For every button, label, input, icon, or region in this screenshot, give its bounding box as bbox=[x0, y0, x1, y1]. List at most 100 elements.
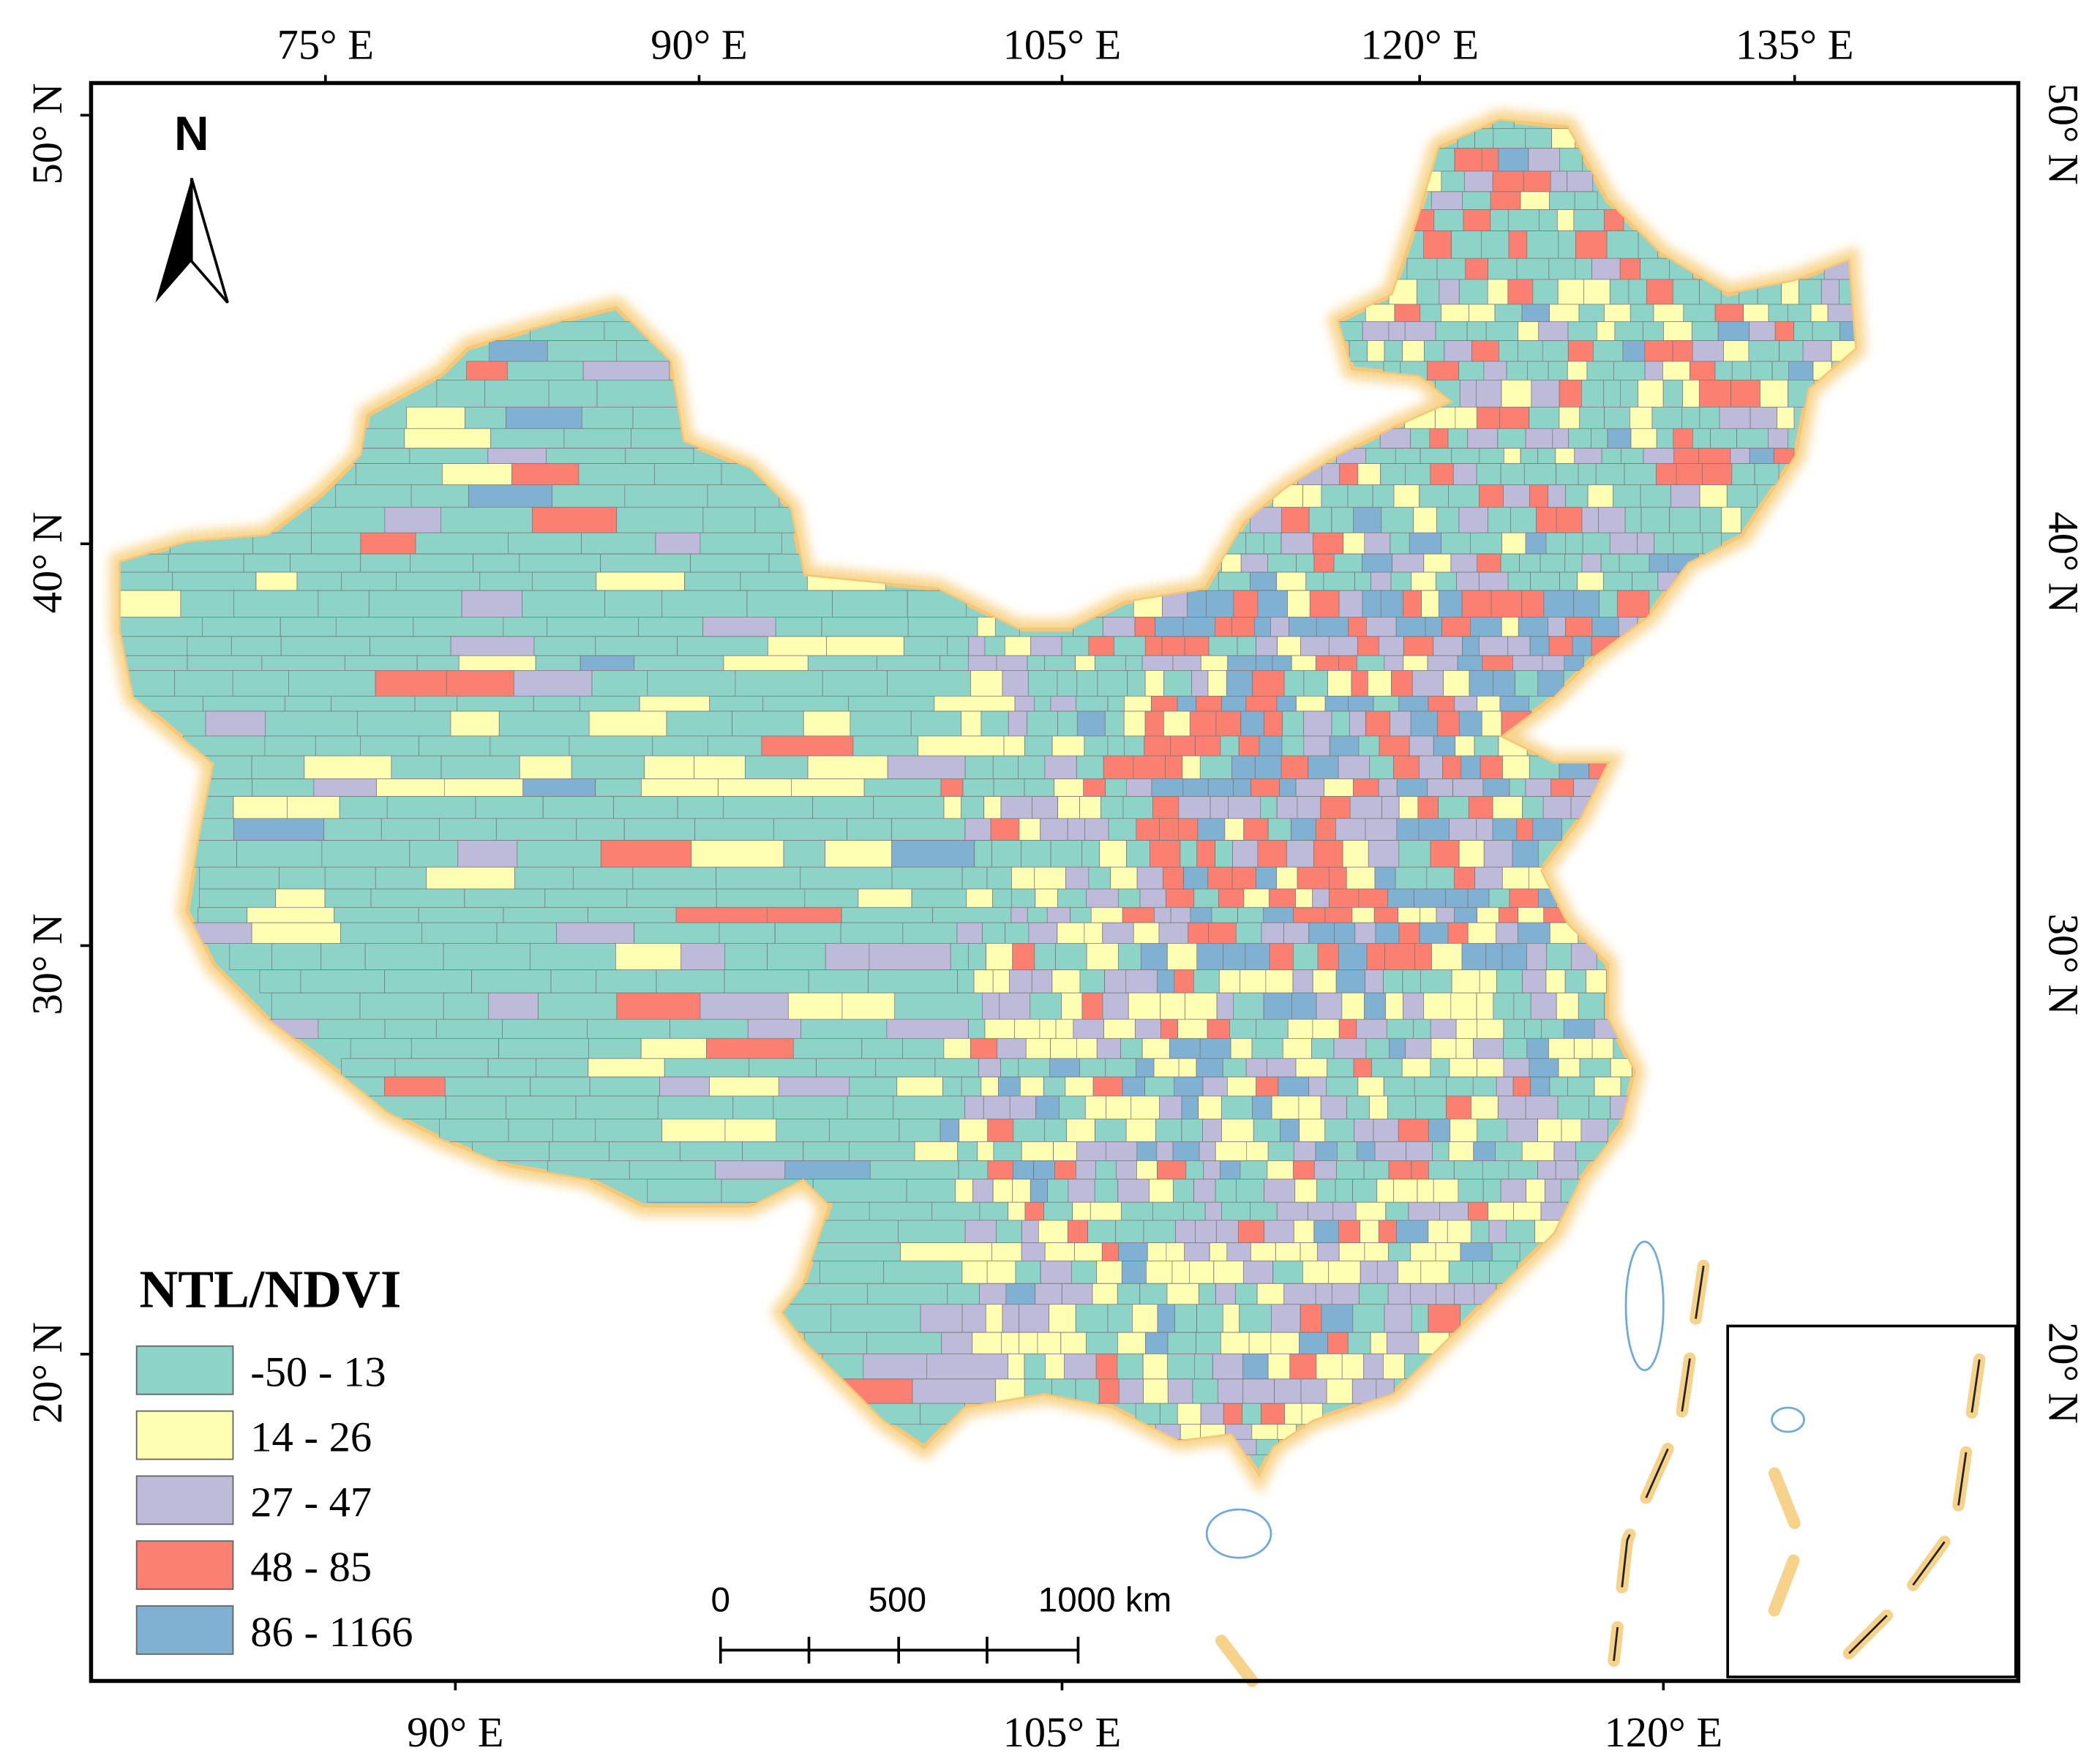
region bbox=[1158, 922, 1189, 944]
region bbox=[1521, 1141, 1555, 1161]
region bbox=[1673, 448, 1699, 464]
region bbox=[1714, 361, 1733, 380]
region bbox=[1710, 428, 1737, 448]
region bbox=[776, 1118, 830, 1142]
region bbox=[1499, 696, 1530, 712]
region bbox=[1057, 796, 1080, 819]
region bbox=[1218, 888, 1245, 908]
bottom-label: 90° E bbox=[407, 1708, 503, 1756]
region bbox=[1419, 755, 1443, 779]
region bbox=[1261, 922, 1284, 944]
region bbox=[1132, 1304, 1158, 1333]
region bbox=[961, 1304, 986, 1333]
region bbox=[1378, 778, 1398, 797]
region bbox=[458, 655, 536, 671]
region bbox=[334, 907, 419, 923]
region bbox=[1250, 571, 1278, 591]
region bbox=[1174, 969, 1194, 994]
region bbox=[1177, 818, 1199, 841]
region bbox=[1233, 992, 1264, 1020]
region bbox=[724, 969, 809, 994]
region bbox=[1167, 1332, 1197, 1354]
region bbox=[1221, 553, 1242, 573]
region bbox=[656, 969, 725, 994]
region bbox=[911, 888, 967, 908]
region bbox=[1406, 258, 1438, 280]
region bbox=[1556, 992, 1579, 1020]
region bbox=[1055, 942, 1087, 970]
region bbox=[1398, 840, 1431, 868]
region bbox=[1537, 1160, 1556, 1180]
region bbox=[1206, 590, 1234, 618]
region bbox=[1357, 1076, 1384, 1097]
region bbox=[1388, 321, 1406, 341]
region bbox=[1072, 1201, 1091, 1221]
region bbox=[1113, 636, 1146, 656]
region bbox=[1120, 1037, 1143, 1059]
region bbox=[616, 992, 701, 1020]
region bbox=[1353, 778, 1379, 797]
region bbox=[1443, 670, 1470, 697]
region bbox=[1594, 1076, 1621, 1097]
region bbox=[1550, 778, 1575, 797]
region bbox=[1384, 655, 1404, 671]
region bbox=[957, 969, 975, 994]
region bbox=[1414, 1076, 1447, 1097]
region bbox=[702, 617, 776, 637]
region bbox=[1509, 888, 1539, 908]
region bbox=[1019, 1304, 1050, 1333]
region bbox=[1024, 735, 1053, 757]
region bbox=[1698, 379, 1731, 408]
region bbox=[1559, 571, 1578, 591]
region bbox=[1491, 1242, 1520, 1261]
region bbox=[1537, 1118, 1562, 1142]
region bbox=[1305, 571, 1324, 591]
region bbox=[341, 571, 397, 591]
region bbox=[694, 818, 774, 841]
region bbox=[1126, 778, 1152, 797]
region bbox=[1479, 484, 1504, 508]
region bbox=[1445, 888, 1469, 908]
region bbox=[1413, 1018, 1431, 1039]
region bbox=[1480, 755, 1503, 779]
region bbox=[1507, 209, 1540, 231]
region bbox=[1558, 230, 1576, 259]
region bbox=[1512, 655, 1543, 671]
region bbox=[1000, 1058, 1019, 1078]
region bbox=[503, 617, 548, 637]
region bbox=[1182, 1201, 1206, 1221]
region bbox=[1365, 710, 1390, 737]
region bbox=[869, 942, 951, 970]
dash-line bbox=[1613, 1265, 1705, 1662]
region bbox=[1559, 148, 1583, 172]
region bbox=[1321, 484, 1349, 508]
region bbox=[1240, 710, 1264, 737]
region bbox=[1199, 755, 1232, 779]
region bbox=[955, 1179, 973, 1203]
region bbox=[1507, 571, 1531, 591]
region bbox=[902, 922, 958, 944]
region bbox=[517, 840, 601, 868]
region bbox=[1472, 1076, 1497, 1097]
region bbox=[202, 617, 281, 637]
region bbox=[1656, 428, 1674, 448]
region bbox=[1166, 1283, 1199, 1305]
region bbox=[1435, 1242, 1461, 1261]
region bbox=[1353, 506, 1382, 533]
region bbox=[1143, 1378, 1169, 1404]
region bbox=[1019, 1332, 1038, 1354]
region bbox=[970, 670, 1003, 697]
region bbox=[1076, 670, 1098, 697]
region bbox=[873, 796, 945, 819]
region bbox=[1730, 379, 1760, 408]
region bbox=[1281, 735, 1305, 757]
region bbox=[1263, 907, 1294, 923]
region bbox=[233, 590, 319, 618]
region bbox=[1050, 840, 1082, 868]
right-label: 30° N bbox=[2039, 914, 2087, 1016]
region bbox=[280, 636, 370, 656]
region bbox=[1338, 1220, 1360, 1244]
region bbox=[1117, 1332, 1146, 1354]
region bbox=[983, 1095, 1010, 1119]
region bbox=[1498, 340, 1518, 362]
